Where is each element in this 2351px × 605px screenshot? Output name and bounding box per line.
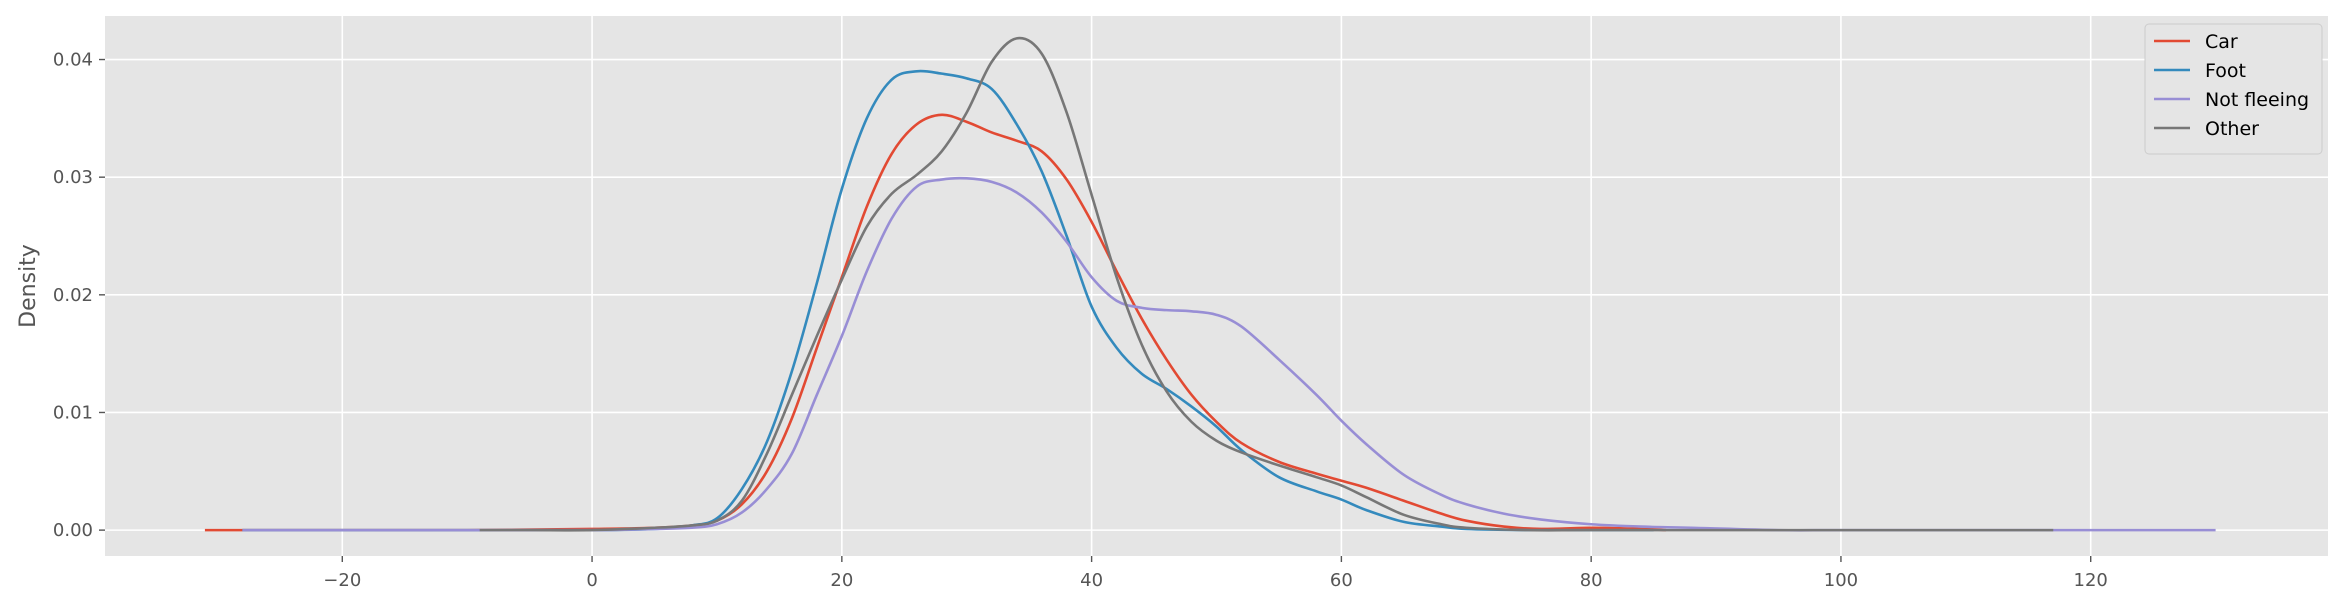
x-tick-label: 0 [586,570,597,591]
x-tick-label: 40 [1080,570,1103,591]
x-tick-label: 100 [1824,570,1858,591]
plot-background [105,16,2328,556]
x-tick-label: 120 [2074,570,2108,591]
x-tick-label: 60 [1330,570,1353,591]
legend-label-not-fleeing: Not fleeing [2205,89,2309,111]
x-tick-label: −20 [323,570,361,591]
series-line-other [479,36,2054,532]
y-tick-label: 0.01 [53,402,93,423]
series-lines [204,36,2216,532]
legend-label-other: Other [2205,118,2259,140]
y-tick-label: 0.00 [53,520,93,541]
y-tick-label: 0.03 [53,167,93,188]
series-line-not-fleeing [242,176,2216,532]
legend-label-car: Car [2205,31,2238,53]
legend-box [2144,23,2323,155]
y-tick-label: 0.02 [53,285,93,306]
x-tick-label: 80 [1580,570,1603,591]
y-axis-ticks: 0.00 0.01 0.02 0.03 0.04 [53,50,105,541]
legend: Car Foot Not fleeing Other [2144,23,2323,155]
x-tick-label: 20 [830,570,853,591]
x-axis-ticks: −20 0 20 40 60 80 100 120 [323,556,2108,591]
y-axis-title: Density [16,244,41,328]
y-tick-label: 0.04 [53,50,93,71]
legend-label-foot: Foot [2205,60,2246,82]
